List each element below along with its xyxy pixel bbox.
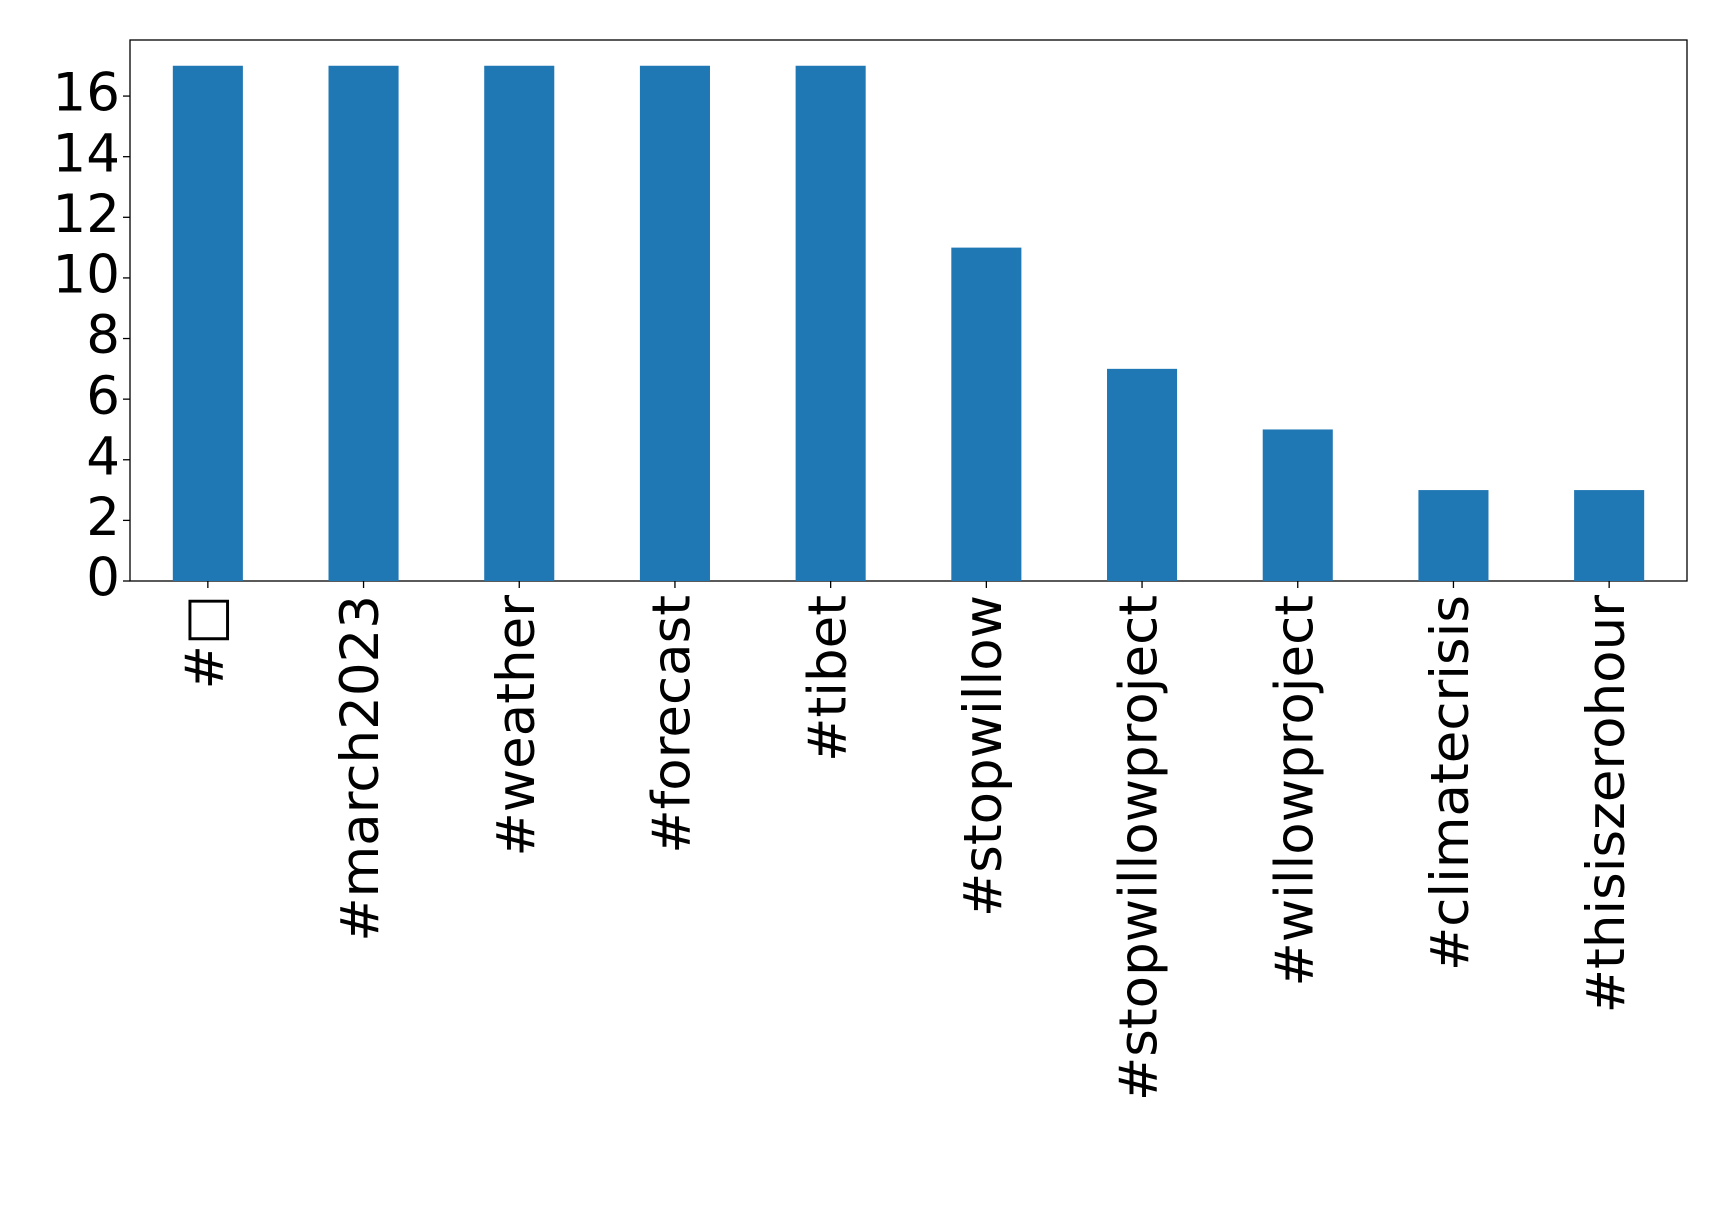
bar (1107, 368, 1178, 581)
x-tick-label: #□ (174, 595, 235, 689)
bar (172, 65, 243, 581)
x-tick-label: #march2023 (330, 595, 391, 942)
bar (1262, 429, 1333, 581)
x-tick-label: #climatecrisis (1420, 595, 1481, 971)
y-tick-label: 14 (53, 123, 120, 184)
x-tick-label: #stopwillowproject (1109, 595, 1170, 1101)
y-tick-label: 4 (86, 426, 120, 487)
x-tick-label: #stopwillow (953, 595, 1014, 917)
bar (639, 65, 710, 581)
bar (1574, 490, 1645, 581)
x-tick-label: #weather (486, 595, 547, 857)
bar (328, 65, 399, 581)
axes-frame (129, 39, 1688, 582)
bar (795, 65, 866, 581)
x-tick-label: #forecast (642, 595, 703, 854)
y-tick-label: 2 (86, 487, 120, 548)
y-tick-label: 12 (53, 184, 120, 245)
x-tick-label: #tibet (797, 595, 858, 762)
y-tick-label: 16 (53, 63, 120, 124)
y-tick-label: 10 (53, 245, 120, 306)
y-tick-label: 8 (86, 305, 120, 366)
y-tick-label: 0 (86, 548, 120, 609)
y-tick-label: 6 (86, 366, 120, 427)
x-tick-label: #willowproject (1264, 595, 1325, 987)
x-tick-label: #thisiszerohour (1576, 595, 1637, 1014)
bar (484, 65, 555, 581)
bar (1418, 490, 1489, 581)
bar (951, 247, 1022, 581)
